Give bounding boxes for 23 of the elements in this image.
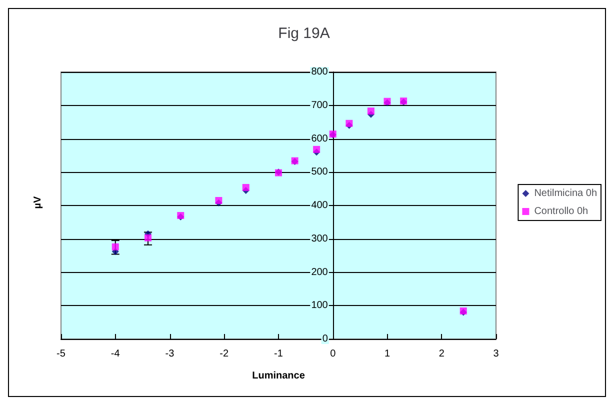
y-tick-label: 800: [311, 66, 328, 78]
y-tick-label: 400: [311, 200, 328, 211]
legend-label: Netilmicina 0h: [534, 188, 598, 199]
y-tick-label: 0: [322, 334, 328, 344]
y-tick-label: 300: [311, 233, 328, 244]
y-tick-label: 100: [311, 300, 328, 312]
x-tick-label: -2: [220, 348, 229, 360]
x-tick-label: 2: [438, 348, 445, 360]
x-axis-title: Luminance: [252, 370, 306, 382]
x-tick-label: 3: [493, 348, 500, 360]
y-tick-label: 600: [311, 133, 328, 144]
y-tick-label: 200: [311, 266, 328, 278]
x-tick-label: 1: [384, 348, 390, 360]
x-tick-label: -4: [110, 348, 120, 360]
legend-label: Controllo 0h: [534, 206, 588, 217]
x-tick-label: -1: [274, 348, 284, 360]
y-axis-title: µV: [32, 196, 44, 209]
x-tick-label: -5: [56, 348, 66, 360]
y-tick-label: 500: [311, 166, 328, 178]
y-tick-label: 700: [311, 100, 328, 111]
x-tick-label: 0: [330, 348, 336, 360]
x-tick-label: -3: [165, 348, 175, 360]
chart-title: Fig 19A: [278, 25, 330, 42]
